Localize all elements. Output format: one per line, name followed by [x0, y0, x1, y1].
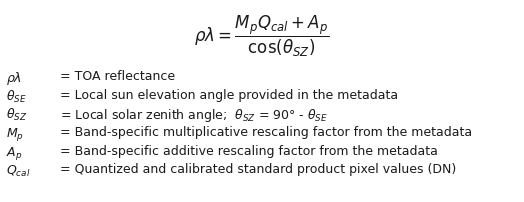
Text: $M_p$: $M_p$ [6, 125, 24, 142]
Text: = Band-specific multiplicative rescaling factor from the metadata: = Band-specific multiplicative rescaling… [60, 125, 472, 138]
Text: $\rho\lambda$: $\rho\lambda$ [6, 70, 23, 87]
Text: = Local sun elevation angle provided in the metadata: = Local sun elevation angle provided in … [60, 88, 398, 101]
Text: = Band-specific additive rescaling factor from the metadata: = Band-specific additive rescaling facto… [60, 144, 438, 157]
Text: $Q_{cal}$: $Q_{cal}$ [6, 163, 31, 178]
Text: $A_p$: $A_p$ [6, 144, 23, 161]
Text: $\theta_{SE}$: $\theta_{SE}$ [6, 88, 27, 104]
Text: = TOA reflectance: = TOA reflectance [60, 70, 176, 83]
Text: = Local solar zenith angle;  $\theta_{SZ}$ = 90° - $\theta_{SE}$: = Local solar zenith angle; $\theta_{SZ}… [60, 107, 328, 124]
Text: = Quantized and calibrated standard product pixel values (DN): = Quantized and calibrated standard prod… [60, 163, 456, 176]
Text: $\rho\lambda = \dfrac{M_p Q_{cal} + A_p}{\cos(\theta_{SZ})}$: $\rho\lambda = \dfrac{M_p Q_{cal} + A_p}… [194, 14, 330, 59]
Text: $\theta_{SZ}$: $\theta_{SZ}$ [6, 107, 28, 123]
